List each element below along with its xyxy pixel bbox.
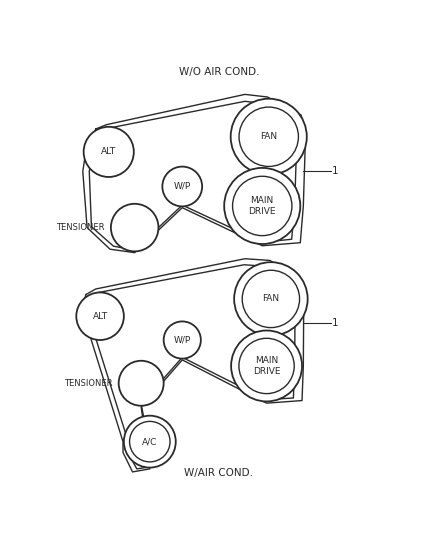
Text: W/AIR COND.: W/AIR COND.: [184, 469, 254, 479]
Circle shape: [231, 330, 302, 401]
Circle shape: [234, 262, 307, 336]
Text: TENSIONER: TENSIONER: [56, 223, 104, 232]
Text: A/C: A/C: [142, 437, 158, 446]
Circle shape: [231, 99, 307, 175]
Text: 1: 1: [332, 318, 338, 328]
Text: FAN: FAN: [260, 132, 277, 141]
Circle shape: [111, 204, 159, 252]
Text: ALT: ALT: [101, 148, 117, 156]
Polygon shape: [83, 94, 305, 253]
Circle shape: [119, 361, 164, 406]
Circle shape: [164, 321, 201, 359]
Text: ALT: ALT: [92, 312, 108, 321]
Circle shape: [76, 293, 124, 340]
Text: MAIN
DRIVE: MAIN DRIVE: [248, 196, 276, 216]
Circle shape: [84, 127, 134, 177]
Text: TENSIONER: TENSIONER: [64, 379, 112, 388]
Circle shape: [162, 167, 202, 206]
Text: MAIN
DRIVE: MAIN DRIVE: [253, 356, 280, 376]
Circle shape: [124, 416, 176, 467]
Text: 1: 1: [332, 166, 338, 176]
Text: W/P: W/P: [173, 335, 191, 344]
Text: FAN: FAN: [262, 294, 279, 303]
Text: W/O AIR COND.: W/O AIR COND.: [179, 67, 259, 77]
Circle shape: [224, 168, 300, 244]
Text: W/P: W/P: [173, 182, 191, 191]
Polygon shape: [81, 259, 304, 472]
